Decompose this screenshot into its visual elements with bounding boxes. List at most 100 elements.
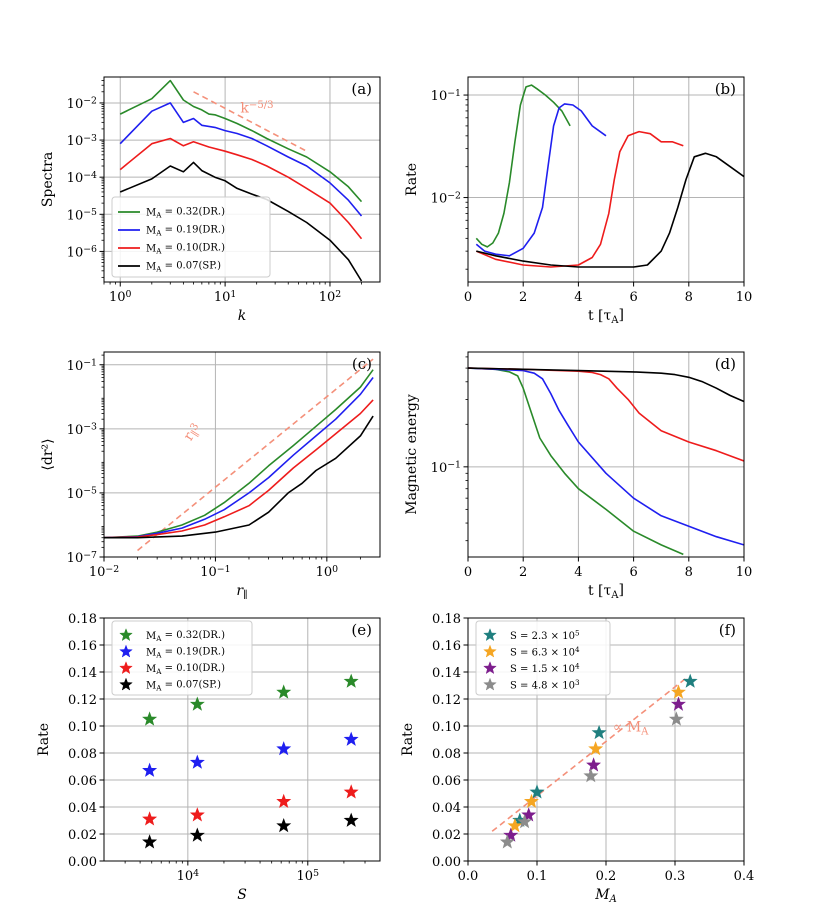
legend: MA = 0.32(DR.) MA = 0.19(DR.) MA = 0.10(DR… xyxy=(111,196,271,278)
legend-marker xyxy=(119,677,133,691)
x-tick-label: 0.2 xyxy=(596,869,617,884)
y-tick-label: 10−4 xyxy=(67,170,97,186)
panel-c: r∥3 10−2 10−1 100 10−7 10−5 10−3 10−1 r∥ ⟨dr²⟩ (c) xyxy=(40,351,381,601)
x-axis-label: t [τA] xyxy=(588,307,624,326)
x-tick-label: 8 xyxy=(685,565,693,580)
panel-a: k−5/3 100 101 102 10−6 10−5 10−4 10−3 10−2 k Spect… xyxy=(40,76,381,324)
x-tick-label: 2 xyxy=(519,565,527,580)
legend-label: S = 6.3 × 104 xyxy=(510,645,580,658)
series-line-red xyxy=(475,130,684,268)
y-tick-label: 0.14 xyxy=(68,666,97,681)
legend-marker xyxy=(483,677,497,691)
y-tick-label: 0.18 xyxy=(68,612,97,627)
point-blue xyxy=(189,754,205,769)
series-line-blue xyxy=(119,102,363,217)
x-tick-label: 10−2 xyxy=(89,564,119,580)
y-tick-label: 10−3 xyxy=(67,422,97,438)
x-axis-label: MA xyxy=(594,887,617,905)
legend-label: MA = 0.10(DR.) xyxy=(146,663,225,676)
point-gray xyxy=(499,834,515,849)
legend-box xyxy=(111,196,271,278)
x-tick-label: 10 xyxy=(736,565,753,580)
x-tick-label: 4 xyxy=(574,290,582,305)
point-black xyxy=(189,827,205,842)
panel-tag: (b) xyxy=(715,80,736,98)
series-line-blue xyxy=(468,367,744,546)
legend-marker xyxy=(119,628,133,642)
y-tick-label: 10−6 xyxy=(67,244,97,260)
legend-marker xyxy=(119,661,133,675)
x-tick-label: 4 xyxy=(574,565,582,580)
plot-frame xyxy=(467,76,745,283)
guide-line xyxy=(193,91,308,152)
legend-marker xyxy=(483,628,497,642)
y-tick-label: 0.18 xyxy=(432,612,461,627)
guide-line xyxy=(137,358,374,552)
point-purple xyxy=(586,757,602,772)
series-line-blue xyxy=(104,377,374,539)
y-tick-label: 0.16 xyxy=(68,639,97,654)
point-gray xyxy=(517,814,533,829)
x-tick-label: 6 xyxy=(629,565,637,580)
series-line-black xyxy=(119,161,363,282)
y-tick-label: 10−7 xyxy=(67,550,97,566)
plot-frame xyxy=(103,351,381,558)
y-tick-label: 10−5 xyxy=(67,486,97,502)
point-blue xyxy=(343,731,359,746)
point-purple xyxy=(503,827,519,842)
guide-line xyxy=(491,678,686,832)
point-green xyxy=(276,684,292,699)
x-tick-label: 100 xyxy=(316,564,339,580)
y-tick-label: 0.00 xyxy=(68,855,97,870)
point-teal xyxy=(591,724,607,740)
panel-tag: (f) xyxy=(719,621,736,639)
point-black xyxy=(343,812,359,827)
panel-tag: (c) xyxy=(352,355,372,373)
legend-label: S = 1.5 × 104 xyxy=(510,662,580,675)
y-tick-label: 10−1 xyxy=(431,88,461,104)
legend-label: MA = 0.10(DR.) xyxy=(146,243,225,256)
y-tick-label: 0.02 xyxy=(432,828,461,843)
point-teal xyxy=(682,673,698,688)
x-tick-label: 0.3 xyxy=(665,869,686,884)
y-tick-label: 10−2 xyxy=(67,96,97,112)
plot-frame xyxy=(467,351,745,558)
x-axis-label: r∥ xyxy=(236,583,247,601)
point-gray xyxy=(583,768,599,783)
y-tick-label: 10−2 xyxy=(431,190,461,206)
y-axis-label: Rate xyxy=(400,723,416,756)
y-tick-label: 10−1 xyxy=(431,460,461,476)
point-green xyxy=(189,696,205,711)
y-tick-label: 10−1 xyxy=(67,358,97,374)
x-tick-label: 104 xyxy=(177,868,200,884)
panel-b: 0 2 4 6 8 10 10−2 10−1 t [τA] Rate (b) xyxy=(404,76,753,326)
x-tick-label: 10 xyxy=(736,290,753,305)
point-green xyxy=(343,673,359,688)
legend-box xyxy=(475,620,611,696)
series-line-red xyxy=(119,137,363,240)
point-green xyxy=(142,711,158,726)
point-orange xyxy=(588,741,604,756)
x-tick-label: 0.1 xyxy=(527,869,548,884)
y-tick-label: 0.16 xyxy=(432,639,461,654)
y-axis-label: ⟨dr²⟩ xyxy=(40,438,56,470)
series-line-green xyxy=(119,79,363,203)
y-tick-label: 0.04 xyxy=(432,801,461,816)
point-orange xyxy=(507,818,523,833)
legend-label: MA = 0.07(SP.) xyxy=(146,679,221,692)
x-axis-label: t [τA] xyxy=(588,582,624,601)
point-red xyxy=(142,811,158,826)
legend-label: MA = 0.32(DR.) xyxy=(146,630,225,643)
y-tick-label: 10−3 xyxy=(67,133,97,149)
y-tick-label: 0.08 xyxy=(432,747,461,762)
guide-label: r∥3 xyxy=(181,420,206,445)
point-red xyxy=(276,793,292,809)
series-line-black xyxy=(104,415,374,539)
y-tick-label: 0.02 xyxy=(68,828,97,843)
y-tick-label: 0.14 xyxy=(432,666,461,681)
point-red xyxy=(189,807,205,822)
y-tick-label: 0.04 xyxy=(68,801,97,816)
series-line-green xyxy=(468,367,684,556)
y-tick-label: 10−5 xyxy=(67,207,97,223)
